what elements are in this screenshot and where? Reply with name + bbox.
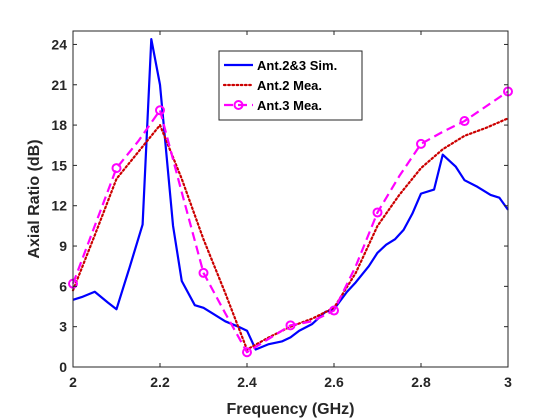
legend-label: Ant.2&3 Sim. [257,58,337,73]
y-tick-label: 3 [59,319,67,335]
x-axis-label: Frequency (GHz) [226,401,354,418]
series-layer [68,37,513,358]
series-point [372,207,383,218]
x-tick-label: 2 [69,374,77,390]
y-tick-label: 15 [51,157,67,173]
x-tick-label: 3 [504,374,512,390]
x-tick-label: 2.6 [324,374,344,390]
y-tick-label: 21 [51,77,67,93]
series-point [111,163,122,174]
series-line-1 [72,37,509,351]
y-tick-label: 24 [51,36,67,52]
series-point [198,267,209,278]
series-line-2 [71,117,510,351]
y-axis-label: Axial Ratio (dB) [26,139,43,258]
y-tick-label: 9 [59,238,67,254]
y-tick-label: 6 [59,278,67,294]
series-point [285,320,296,331]
x-tick-label: 2.8 [411,374,431,390]
y-axis: 0 3 6 9 12 15 18 21 24 [51,36,508,375]
legend-label: Ant.2 Mea. [257,78,322,93]
x-tick-label: 2.4 [237,374,257,390]
y-tick-label: 0 [59,359,67,375]
series-point [416,138,426,149]
series-point [459,116,470,127]
series-line-3 [71,90,509,354]
plot-frame [72,30,509,368]
y-tick-label: 12 [51,198,67,214]
legend-marker [233,100,244,110]
x-axis: 2 2.2 2.4 2.6 2.8 3 [69,31,512,390]
series-point [155,105,165,116]
legend: Ant.2&3 Sim. Ant.2 Mea. Ant.3 Mea. [218,50,363,121]
series-point [242,347,252,358]
y-tick-label: 18 [51,117,67,133]
series-point [329,305,339,316]
legend-label: Ant.3 Mea. [257,98,322,113]
x-tick-label: 2.2 [150,374,170,390]
